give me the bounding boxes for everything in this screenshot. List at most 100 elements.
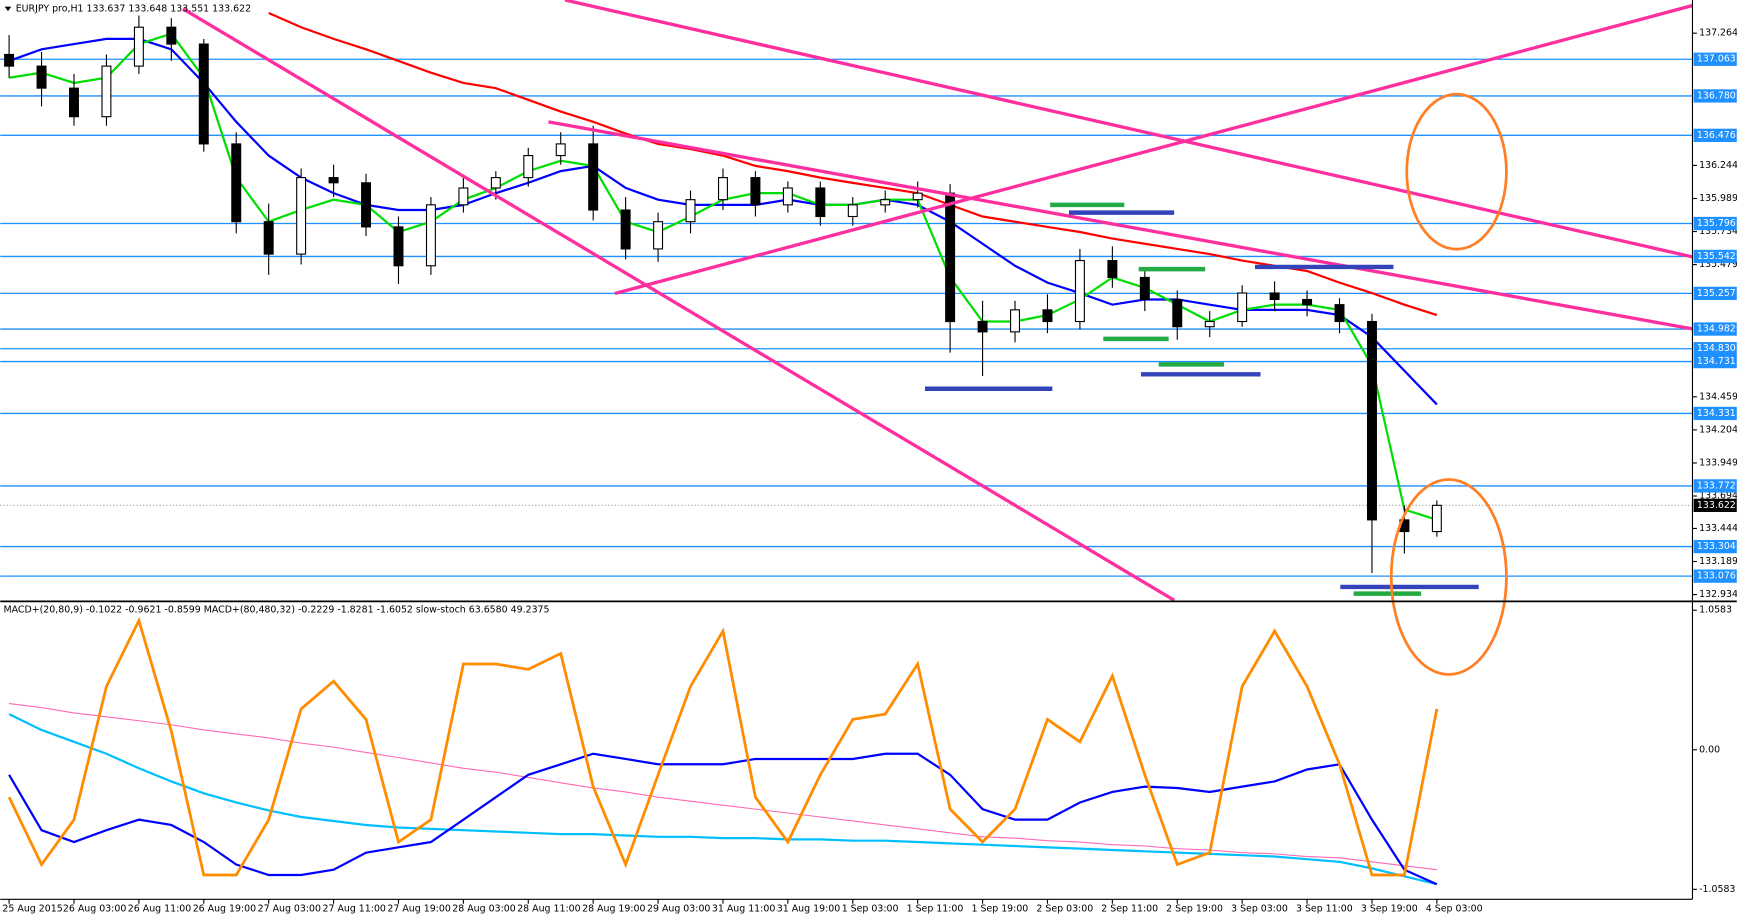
level-label: 134.830	[1697, 343, 1736, 354]
y-tick-label: 1.0583	[1699, 605, 1732, 616]
candle-body	[4, 53, 15, 67]
y-tick-label: 133.444	[1699, 523, 1737, 534]
x-tick-label: 1 Sep 03:00	[842, 904, 899, 915]
last-price-box	[1693, 498, 1737, 513]
level-label-box	[1693, 354, 1737, 369]
level-label: 134.731	[1697, 356, 1736, 367]
x-tick-label: 25 Aug 2015	[2, 904, 62, 915]
indicator-line	[8, 713, 1438, 886]
x-tick-label: 28 Aug 19:00	[582, 904, 645, 915]
candle-body	[231, 143, 242, 223]
level-label-box	[1693, 479, 1737, 493]
x-tick-label: 27 Aug 03:00	[258, 904, 321, 915]
candle-body	[1139, 276, 1150, 301]
x-tick-label: 31 Aug 19:00	[777, 904, 840, 915]
y-tick-label: 134.459	[1699, 391, 1737, 402]
candle-body	[296, 177, 307, 255]
y-tick-label: 0.00	[1699, 744, 1720, 755]
candle-body	[620, 209, 631, 250]
level-label: 136.780	[1697, 90, 1736, 101]
x-tick-label: 1 Sep 11:00	[907, 904, 964, 915]
y-tick-label: 135.734	[1699, 226, 1737, 237]
candle-body	[1074, 260, 1085, 323]
indicator-line	[7, 616, 1439, 877]
level-label-box	[1693, 286, 1737, 301]
y-tick-label: 132.934	[1699, 589, 1737, 600]
candle-body	[685, 199, 696, 223]
candle-body	[1366, 320, 1377, 521]
level-label: 135.796	[1697, 218, 1736, 229]
level-label: 136.476	[1697, 130, 1736, 141]
candle-body	[133, 26, 144, 67]
candle-body	[555, 143, 566, 157]
menu-arrow[interactable]	[4, 6, 12, 12]
trendline	[548, 120, 1693, 331]
candle-body	[328, 177, 339, 184]
level-label: 134.331	[1697, 408, 1736, 419]
level-label: 135.542	[1697, 251, 1736, 262]
x-tick-label: 3 Sep 11:00	[1296, 904, 1353, 915]
candle-body	[490, 177, 501, 189]
level-label-box	[1693, 406, 1737, 421]
candle-body	[815, 187, 826, 218]
candle-body	[1302, 298, 1313, 306]
x-tick-label: 29 Aug 03:00	[647, 904, 710, 915]
candle-body	[1431, 504, 1442, 533]
x-tick-label: 31 Aug 11:00	[712, 904, 775, 915]
y-tick-label: -1.0583	[1699, 884, 1735, 895]
candle-body	[1334, 304, 1345, 323]
candle-body	[523, 155, 534, 179]
indicator-line	[8, 752, 1438, 886]
level-label-box	[1693, 52, 1737, 66]
last-price-label: 133.622	[1697, 500, 1736, 511]
candle-body	[977, 320, 988, 333]
x-tick-label: 2 Sep 11:00	[1101, 904, 1158, 915]
level-label: 133.304	[1697, 541, 1736, 552]
level-label-box	[1693, 342, 1737, 356]
y-tick-label: 133.949	[1699, 457, 1737, 468]
x-tick-label: 3 Sep 03:00	[1231, 904, 1288, 915]
candle-body	[1204, 320, 1215, 328]
candle-body	[880, 199, 891, 206]
level-label-box	[1693, 249, 1737, 264]
candle-body	[1172, 298, 1183, 328]
x-tick-label: 26 Aug 03:00	[63, 904, 126, 915]
trendline	[182, 7, 1176, 602]
candle-body	[653, 221, 664, 250]
overlay-line	[268, 11, 1438, 317]
candle-body	[912, 192, 923, 201]
trendline	[564, 0, 1693, 259]
x-tick-label: 1 Sep 19:00	[971, 904, 1028, 915]
candle-body	[717, 177, 728, 201]
x-tick-label: 27 Aug 11:00	[323, 904, 386, 915]
x-tick-label: 28 Aug 11:00	[517, 904, 580, 915]
candle-body	[101, 65, 112, 118]
y-tick-label: 133.189	[1699, 556, 1737, 567]
candle-body	[847, 204, 858, 218]
y-tick-label: 134.204	[1699, 424, 1737, 435]
candle-body	[1042, 309, 1053, 323]
level-label: 134.982	[1697, 324, 1736, 335]
candle-body	[393, 226, 404, 267]
y-tick-label: 135.989	[1699, 193, 1737, 204]
y-tick-label: 133.694	[1699, 491, 1737, 502]
level-label-box	[1693, 569, 1737, 583]
level-label-box	[1693, 128, 1737, 142]
candle-body	[1269, 292, 1280, 301]
candle-body	[750, 177, 761, 206]
y-tick-label: 137.264	[1699, 28, 1737, 39]
level-label-box	[1693, 89, 1737, 103]
x-tick-label: 2 Sep 19:00	[1166, 904, 1223, 915]
level-label-box	[1693, 216, 1737, 231]
drawings	[182, 0, 1693, 676]
candle-body	[361, 182, 372, 228]
highlight-ellipse	[1389, 478, 1508, 676]
x-tick-label: 4 Sep 03:00	[1426, 904, 1483, 915]
candle-body	[782, 187, 793, 206]
y-tick-label: 135.479	[1699, 259, 1737, 270]
level-label-box	[1693, 539, 1737, 554]
candle-body	[69, 87, 79, 118]
candle-body	[458, 187, 469, 206]
